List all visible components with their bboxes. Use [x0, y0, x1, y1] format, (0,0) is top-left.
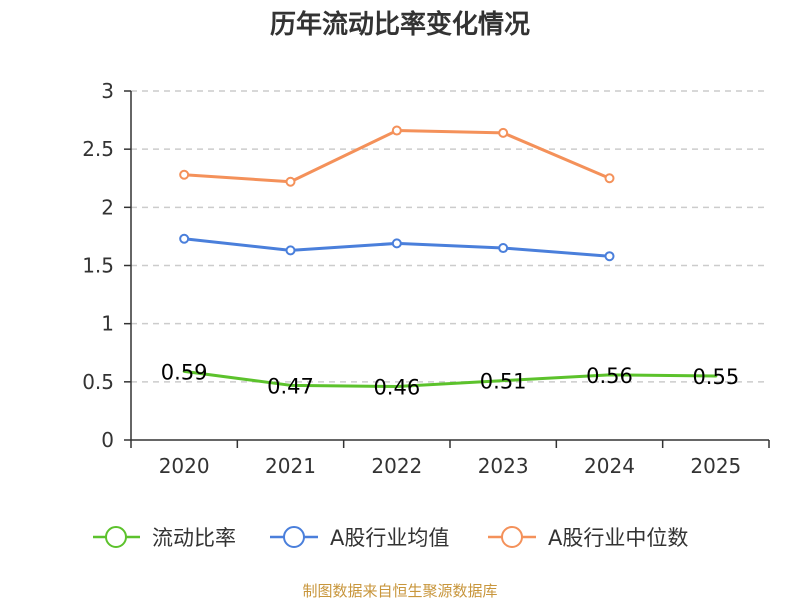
data-label-2020: 0.59 [161, 360, 208, 384]
series-2-point-2023 [498, 127, 509, 138]
legend-marker-0 [105, 526, 127, 548]
data-label-2022: 0.46 [373, 375, 420, 399]
data-label-2024: 0.56 [586, 364, 633, 388]
data-label-2021: 0.47 [267, 374, 314, 398]
legend-marker-2 [501, 526, 523, 548]
y-tick-label-1: 0.5 [82, 370, 114, 394]
series-1-point-2021 [285, 245, 296, 256]
legend-label-1: A股行业均值 [330, 526, 449, 550]
x-tick-label-2020: 2020 [159, 454, 210, 478]
x-tick-label-2022: 2022 [371, 454, 422, 478]
series-1-point-2024 [604, 251, 615, 262]
y-tick-label-2: 1 [101, 312, 114, 336]
y-tick-label-4: 2 [101, 195, 114, 219]
x-tick-label-2021: 2021 [265, 454, 316, 478]
data-label-2025: 0.55 [692, 365, 739, 389]
legend: 流动比率 A股行业均值 A股行业中位数 [93, 526, 688, 550]
x-tick-label-2023: 2023 [478, 454, 529, 478]
y-tick-label-3: 1.5 [82, 254, 114, 278]
legend-label-2: A股行业中位数 [548, 526, 688, 550]
source-note: 制图数据来自恒生聚源数据库 [302, 582, 497, 600]
y-tick-label-6: 3 [101, 79, 114, 103]
legend-label-0: 流动比率 [152, 526, 236, 550]
data-label-2023: 0.51 [480, 370, 527, 394]
y-tick-label-5: 2.5 [82, 137, 114, 161]
series-2-point-2022 [391, 125, 402, 136]
series-line-2 [182, 129, 611, 184]
series-2-point-2024 [604, 173, 615, 184]
series-line-0 [182, 369, 718, 388]
x-tick-label-2024: 2024 [584, 454, 635, 478]
legend-marker-1 [283, 526, 305, 548]
x-tick-label-2025: 2025 [690, 454, 741, 478]
series-2-point-2021 [285, 176, 296, 187]
series-layer [179, 125, 718, 388]
series-1-point-2020 [179, 233, 190, 244]
series-1-point-2022 [391, 238, 402, 249]
grid-lines [131, 90, 769, 383]
series-2-point-2020 [179, 169, 190, 180]
series-1-point-2023 [498, 243, 509, 254]
data-labels: 0.59 0.47 0.46 0.51 0.56 0.55 [161, 360, 739, 399]
y-tick-label-0: 0 [101, 428, 114, 452]
chart-title: 历年流动比率变化情况 [270, 9, 530, 40]
